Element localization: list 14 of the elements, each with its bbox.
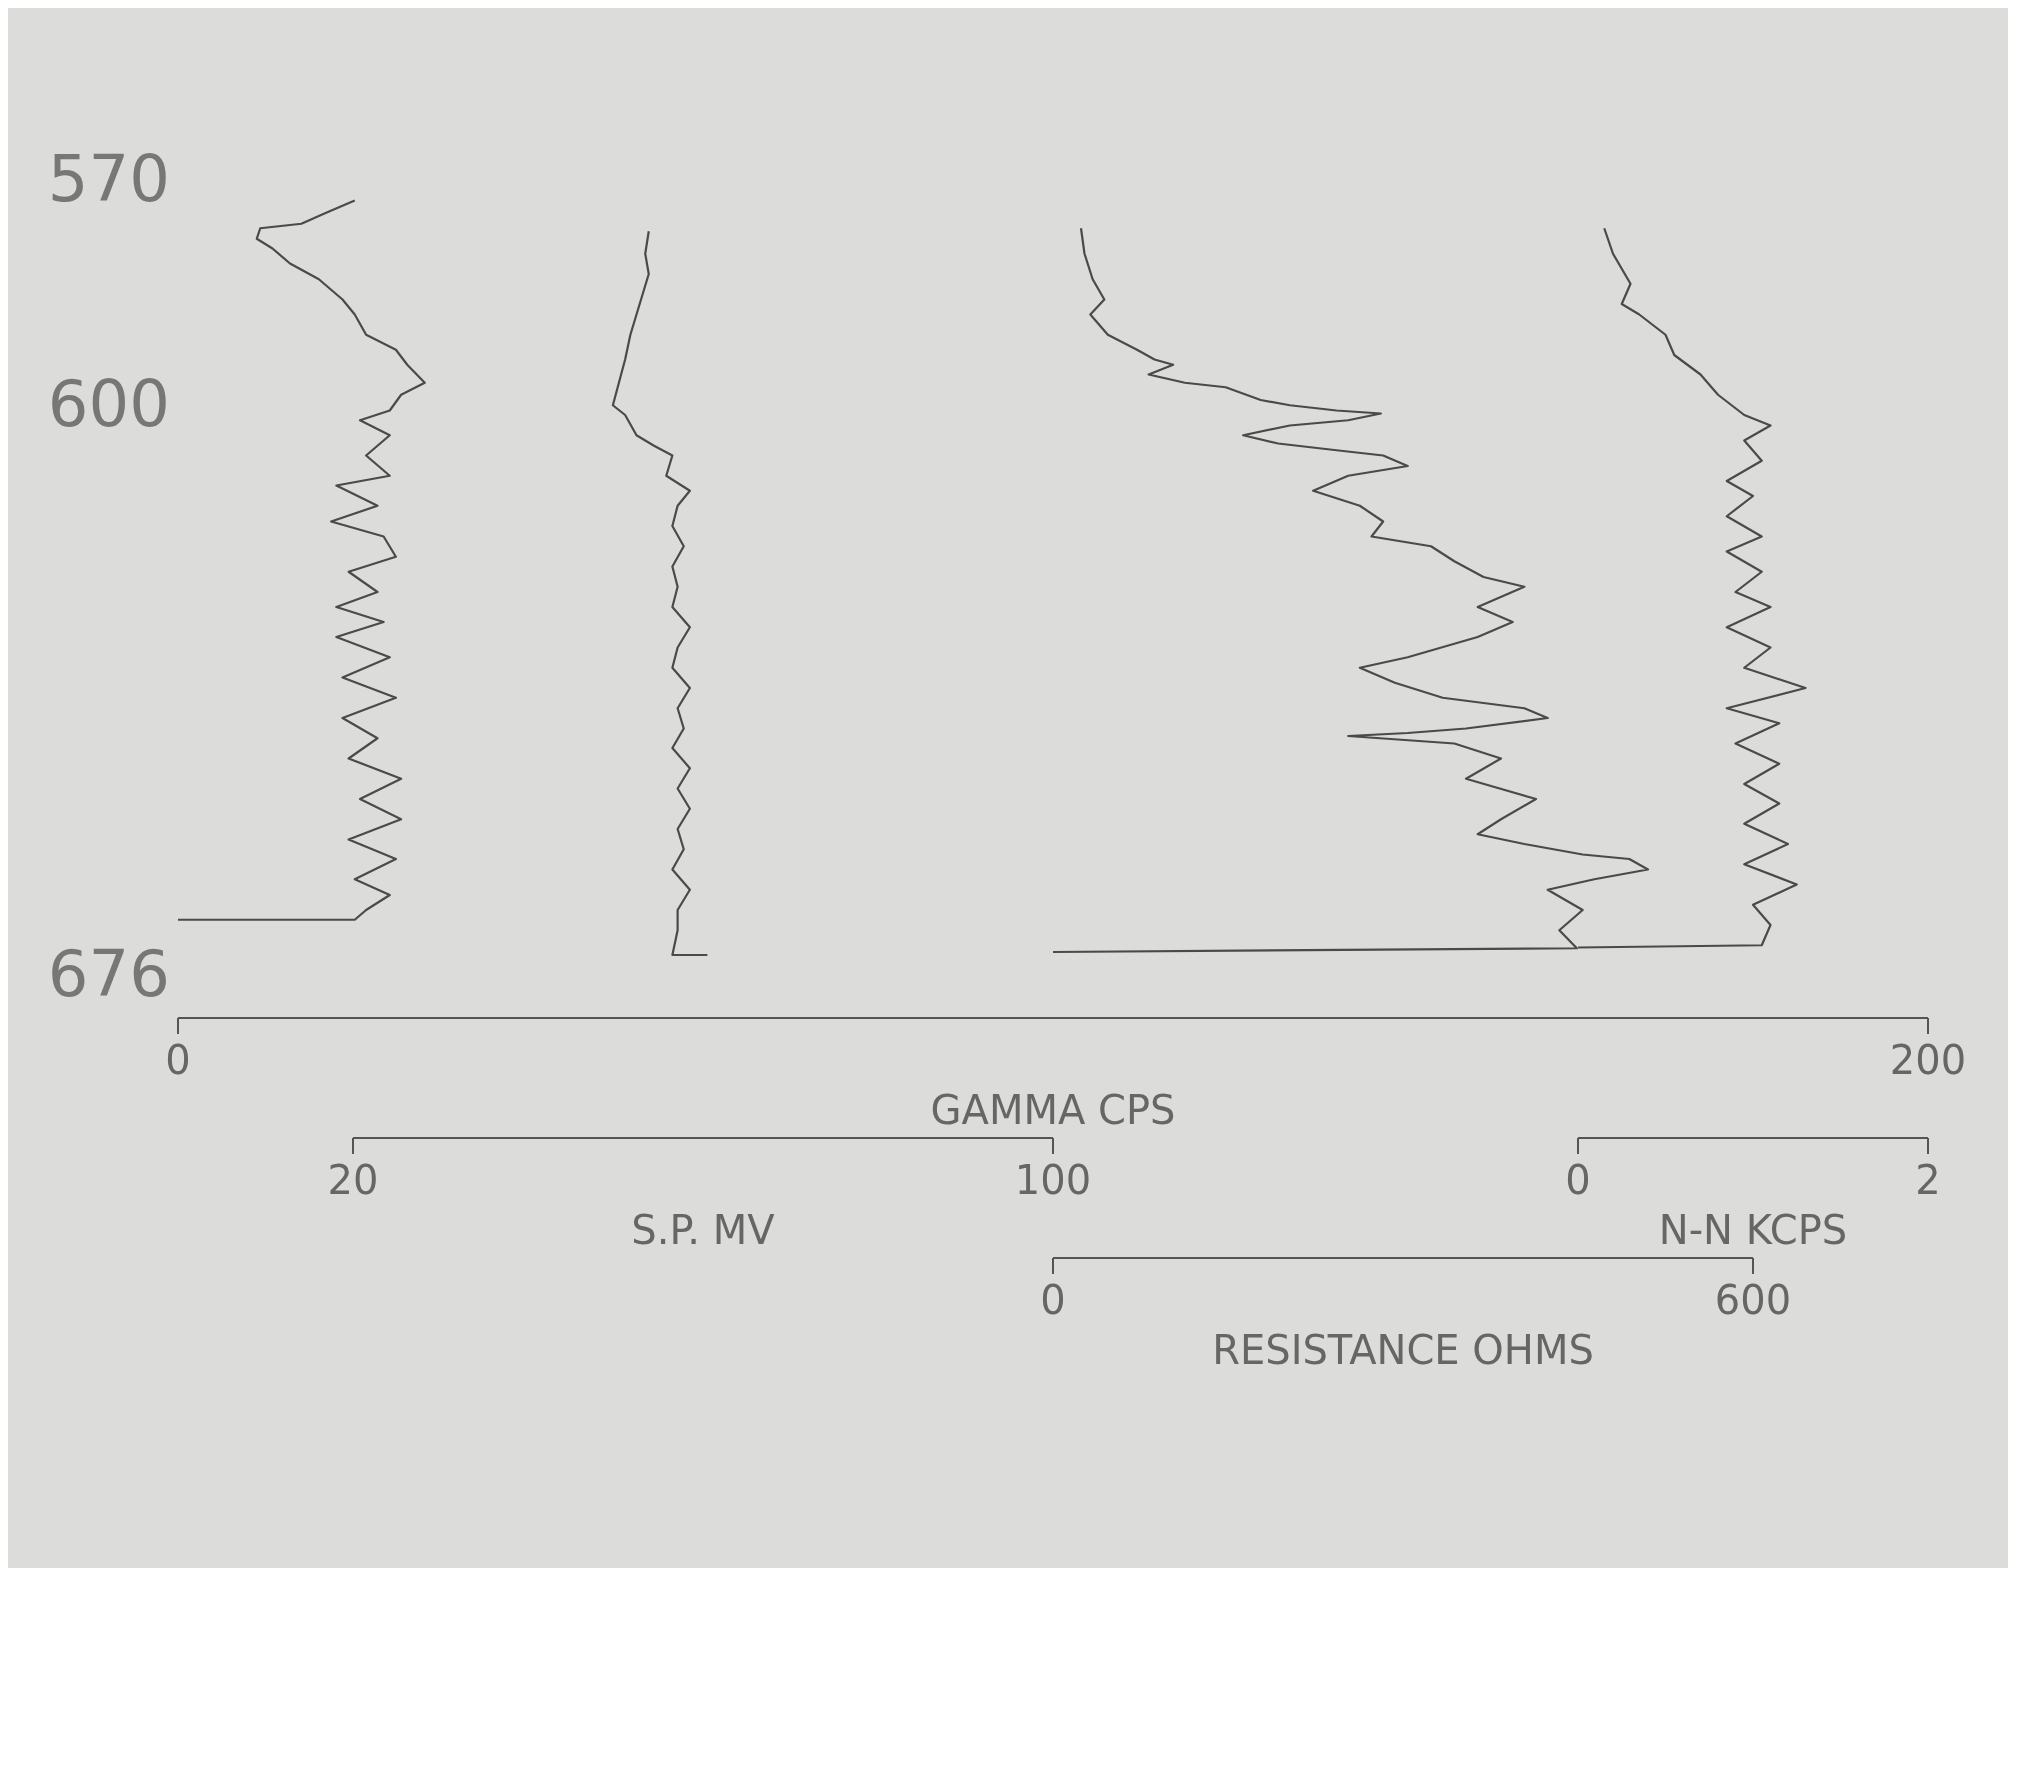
x-tick-label: 0 (1565, 1157, 1591, 1203)
y-tick-label: 600 (47, 366, 170, 441)
x-axis-title: RESISTANCE OHMS (1212, 1327, 1594, 1373)
x-tick-label: 0 (1040, 1277, 1066, 1323)
y-tick-label: 676 (47, 936, 170, 1011)
y-tick-label: 570 (47, 141, 170, 216)
x-tick-label: 2 (1915, 1157, 1941, 1203)
x-axis-title: GAMMA CPS (930, 1087, 1176, 1133)
x-tick-label: 0 (165, 1037, 191, 1083)
x-axis-title: S.P. MV (631, 1207, 776, 1253)
x-axis-title: N-N KCPS (1658, 1207, 1848, 1253)
x-tick-label: 100 (1014, 1157, 1092, 1203)
x-tick-label: 200 (1889, 1037, 1967, 1083)
x-tick-label: 20 (327, 1157, 379, 1203)
